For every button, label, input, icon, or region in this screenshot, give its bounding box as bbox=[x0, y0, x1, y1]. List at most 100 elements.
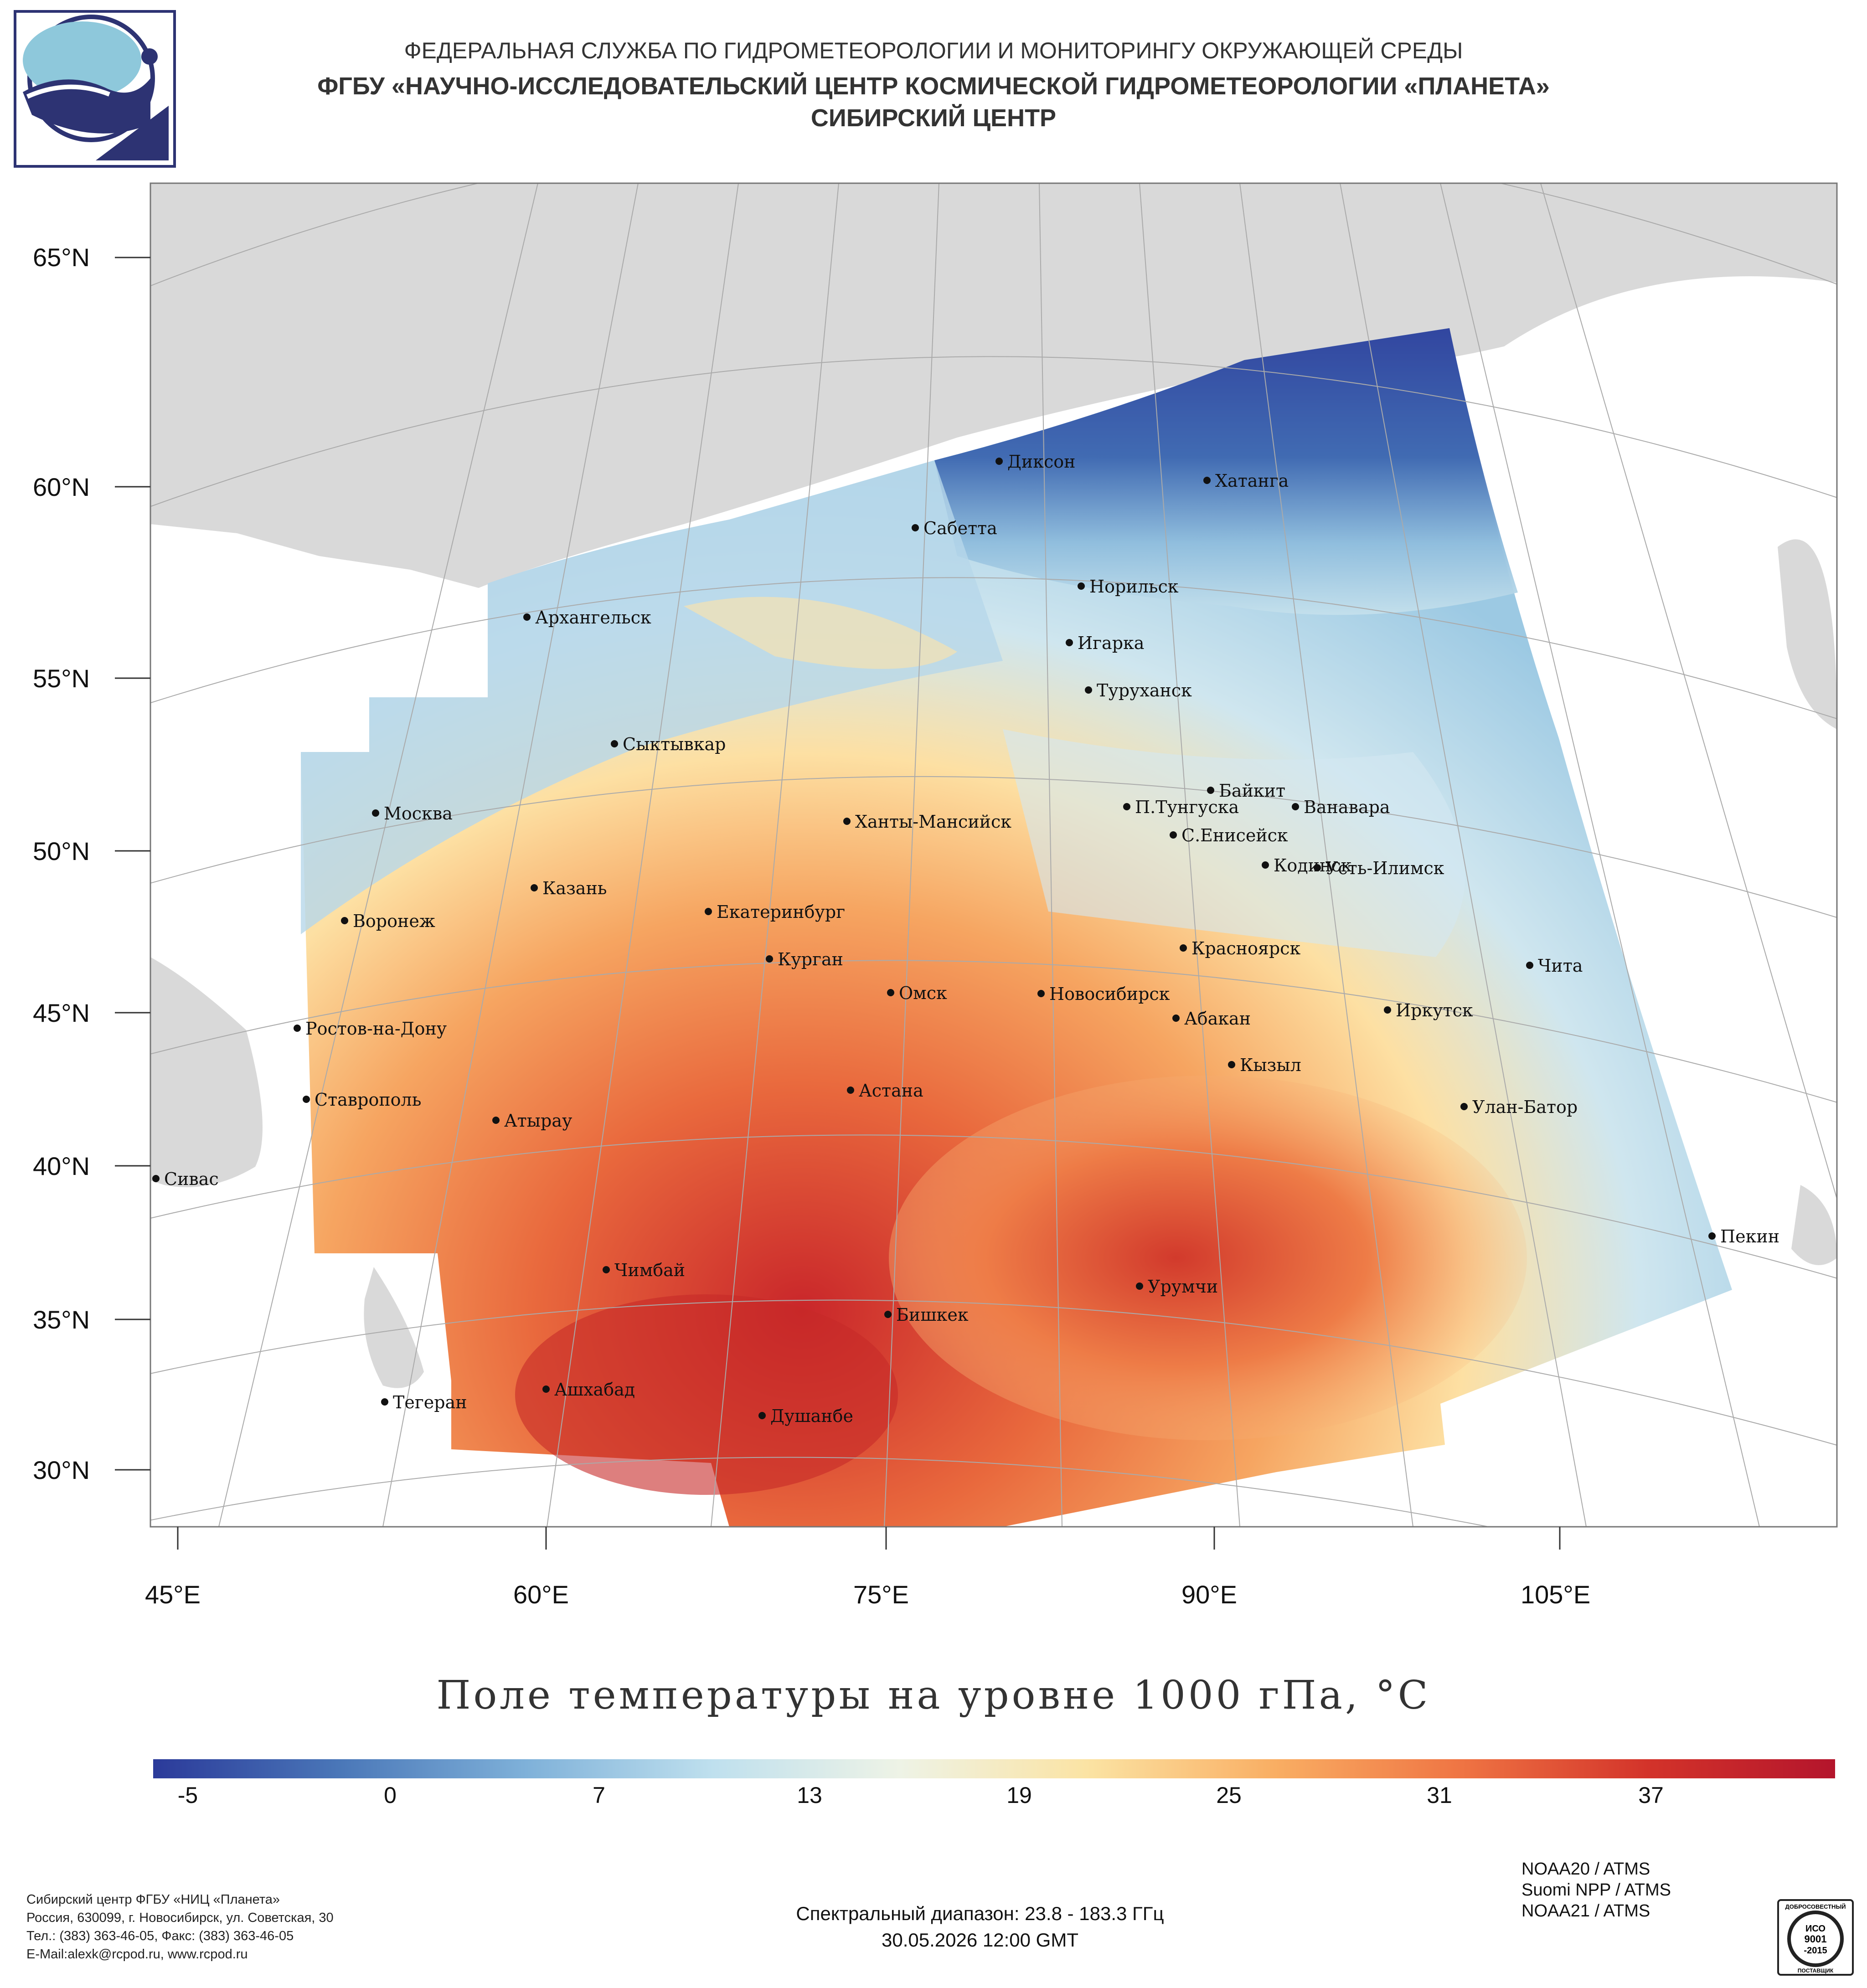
city-label: Кызыл bbox=[1240, 1055, 1301, 1075]
city-dot bbox=[1078, 582, 1085, 590]
city-label: Астана bbox=[859, 1081, 923, 1101]
city-marker: Байкит bbox=[1207, 781, 1285, 801]
city-marker: Норильск bbox=[1078, 577, 1179, 597]
city-marker: Екатеринбург bbox=[705, 902, 845, 922]
city-dot bbox=[303, 1096, 310, 1103]
city-label: Москва bbox=[384, 803, 453, 824]
product-info: Спектральный диапазон: 23.8 - 183.3 ГГц … bbox=[638, 1900, 1322, 1953]
city-label: Чита bbox=[1538, 956, 1583, 976]
city-marker: Тегеран bbox=[381, 1392, 467, 1412]
colorbar-tick: 31 bbox=[1427, 1782, 1452, 1808]
city-label: Казань bbox=[542, 878, 607, 898]
city-dot bbox=[294, 1025, 301, 1032]
org-phone: Тел.: (383) 363-46-05, Факс: (383) 363-4… bbox=[26, 1929, 294, 1943]
svg-text:ДОБРОСОВЕСТНЫЙ: ДОБРОСОВЕСТНЫЙ bbox=[1785, 1903, 1846, 1910]
colorbar-tick: 25 bbox=[1216, 1782, 1242, 1808]
org-contacts: Сибирский центр ФГБУ «НИЦ «Планета» Росс… bbox=[26, 1890, 334, 1963]
city-marker: Душанбе bbox=[758, 1406, 853, 1426]
city-dot bbox=[611, 740, 618, 747]
city-marker: Сыктывкар bbox=[611, 734, 726, 754]
city-label: Туруханск bbox=[1097, 680, 1192, 700]
lon-label-45: 45°E bbox=[145, 1580, 201, 1609]
city-marker: Пекин bbox=[1708, 1226, 1779, 1246]
city-label: Иркутск bbox=[1396, 1000, 1473, 1020]
lat-label-65: 65°N bbox=[33, 243, 90, 272]
city-dot bbox=[758, 1412, 766, 1419]
city-marker: Бишкек bbox=[884, 1305, 969, 1325]
city-markers: Диксон Хатанга Сабетта Норильск Архангельск И… bbox=[152, 452, 1779, 1426]
city-marker: Улан-Батор bbox=[1460, 1097, 1578, 1117]
colorbar-tick: 37 bbox=[1638, 1782, 1664, 1808]
city-dot bbox=[1460, 1103, 1468, 1110]
city-dot bbox=[1292, 803, 1299, 810]
colorbar-tick: 7 bbox=[593, 1782, 605, 1808]
city-dot bbox=[1207, 787, 1214, 794]
lon-label-60: 60°E bbox=[513, 1580, 569, 1609]
svg-text:ИСО: ИСО bbox=[1805, 1924, 1826, 1934]
city-label: С.Енисейск bbox=[1181, 825, 1288, 845]
lat-label-55: 55°N bbox=[33, 664, 90, 693]
city-dot bbox=[1203, 477, 1211, 484]
svg-text:ПОСТАВЩИК: ПОСТАВЩИК bbox=[1798, 1967, 1834, 1974]
spectral-range: Спектральный диапазон: 23.8 - 183.3 ГГц bbox=[796, 1903, 1164, 1924]
city-label: Душанбе bbox=[770, 1406, 853, 1426]
city-marker: Кызыл bbox=[1228, 1055, 1301, 1075]
colorbar bbox=[153, 1759, 1835, 1778]
city-dot bbox=[843, 818, 851, 825]
city-dot bbox=[492, 1117, 500, 1124]
lat-label-45: 45°N bbox=[33, 999, 90, 1027]
city-dot bbox=[847, 1087, 854, 1094]
city-dot bbox=[766, 955, 773, 963]
satellite-item: Suomi NPP / ATMS bbox=[1521, 1880, 1671, 1900]
city-label: Улан-Батор bbox=[1472, 1097, 1578, 1117]
city-dot bbox=[152, 1175, 160, 1182]
city-marker: Сабетта bbox=[912, 518, 997, 538]
city-dot bbox=[1170, 831, 1177, 839]
city-marker: Архангельск bbox=[523, 608, 651, 628]
map-title: Поле температуры на уровне 1000 гПа, °C bbox=[436, 1673, 1431, 1718]
city-marker: Туруханск bbox=[1085, 680, 1192, 700]
city-label: Хатанга bbox=[1215, 471, 1289, 491]
org-email: E-Mail:alexk@rcpod.ru, www.rcpod.ru bbox=[26, 1947, 248, 1962]
city-label: Абакан bbox=[1184, 1009, 1251, 1029]
city-marker: Сивас bbox=[152, 1169, 219, 1189]
city-label: Урумчи bbox=[1148, 1277, 1218, 1297]
city-label: Норильск bbox=[1089, 577, 1179, 597]
city-dot bbox=[995, 458, 1003, 465]
city-dot bbox=[1066, 639, 1073, 646]
city-marker: Красноярск bbox=[1180, 938, 1300, 958]
city-dot bbox=[912, 524, 919, 531]
city-dot bbox=[542, 1385, 550, 1393]
city-label: Воронеж bbox=[353, 911, 435, 931]
satellite-item: NOAA21 / ATMS bbox=[1521, 1901, 1650, 1921]
city-marker: Ростов-на-Дону bbox=[294, 1019, 447, 1039]
city-label: Ростов-на-Дону bbox=[305, 1019, 447, 1039]
city-marker: Ставрополь bbox=[303, 1090, 421, 1110]
city-label: Ашхабад bbox=[554, 1380, 635, 1400]
city-marker: С.Енисейск bbox=[1170, 825, 1288, 845]
observation-datetime: 30.05.2026 12:00 GMT bbox=[882, 1929, 1078, 1951]
city-label: П.Тунгуска bbox=[1135, 797, 1239, 817]
satellite-list: NOAA20 / ATMS Suomi NPP / ATMS NOAA21 / … bbox=[1521, 1859, 1671, 1921]
city-dot bbox=[887, 989, 894, 996]
org-name: Сибирский центр ФГБУ «НИЦ «Планета» bbox=[26, 1892, 280, 1907]
city-label: Тегеран bbox=[393, 1392, 467, 1412]
city-marker: П.Тунгуска bbox=[1123, 797, 1239, 817]
city-dot bbox=[1123, 803, 1130, 810]
lat-label-50: 50°N bbox=[33, 837, 90, 865]
city-dot bbox=[1262, 861, 1269, 869]
satellite-item: NOAA20 / ATMS bbox=[1521, 1859, 1650, 1879]
city-label: Усть-Илимск bbox=[1325, 858, 1444, 878]
header-agency: ФЕДЕРАЛЬНАЯ СЛУЖБА ПО ГИДРОМЕТЕОРОЛОГИИ … bbox=[404, 38, 1463, 63]
colorbar-tick: 13 bbox=[797, 1782, 822, 1808]
city-label: Екатеринбург bbox=[717, 902, 845, 922]
org-address: Россия, 630099, г. Новосибирск, ул. Сове… bbox=[26, 1911, 334, 1925]
temperature-map: Диксон Хатанга Сабетта Норильск Архангельск И… bbox=[115, 182, 1838, 1550]
city-marker: Ханты-Мансийск bbox=[843, 812, 1011, 832]
lon-label-75: 75°E bbox=[853, 1580, 909, 1609]
city-dot bbox=[1228, 1061, 1235, 1068]
header-institute: ФГБУ «НАУЧНО-ИССЛЕДОВАТЕЛЬСКИЙ ЦЕНТР КОС… bbox=[317, 72, 1550, 100]
city-marker: Хатанга bbox=[1203, 471, 1289, 491]
colorbar-tick: -5 bbox=[177, 1782, 198, 1808]
city-label: Новосибирск bbox=[1049, 984, 1170, 1004]
